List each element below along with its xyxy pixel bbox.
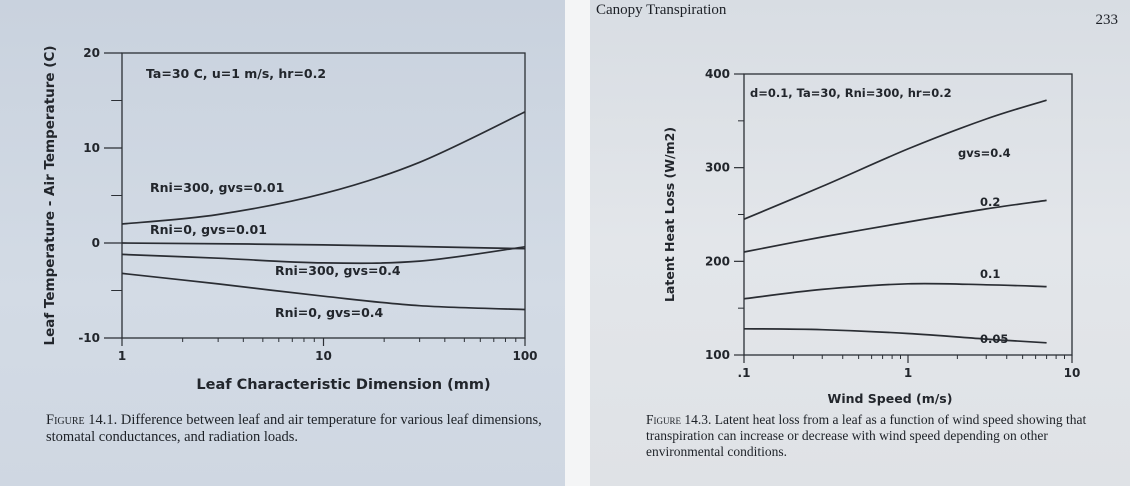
x-tick-label: 10 (315, 349, 332, 363)
series-line (743, 199, 1047, 253)
running-header-title: Canopy Transpiration (596, 2, 727, 18)
y-tick-label: 100 (705, 348, 730, 362)
series-label: gvs=0.4 (958, 146, 1011, 160)
series-label: 0.1 (980, 267, 1000, 281)
caption-lead: Figure (46, 412, 85, 428)
series-line (743, 99, 1047, 220)
x-axis-title: Leaf Characteristic Dimension (mm) (196, 377, 490, 393)
y-tick-label: 0 (92, 236, 100, 250)
series-line (121, 245, 526, 265)
series-label: Rni=0, gvs=0.01 (150, 222, 267, 237)
x-tick-label: 100 (512, 349, 537, 363)
x-tick-label: 10 (1064, 366, 1081, 380)
x-tick-label: 1 (904, 366, 912, 380)
chart-annotation: d=0.1, Ta=30, Rni=300, hr=0.2 (750, 86, 952, 100)
latent-heat-chart: 400 300 200 100 .1 1 10 gvs=0.4 0.2 0.1 0.05 d=0.1,… (662, 67, 1081, 406)
x-tick-label: .1 (738, 366, 751, 380)
series-line (121, 111, 526, 225)
series-line (121, 272, 526, 311)
caption-text: 14.1. Difference between leaf and air te… (46, 412, 542, 445)
plot-frame (743, 73, 1073, 356)
plot-frame (121, 52, 526, 339)
series-line (121, 242, 526, 250)
y-tick-label: 200 (705, 254, 730, 268)
page-gutter (565, 0, 590, 486)
series-line (743, 327, 1047, 344)
right-figure-caption: Figure 14.3. Latent heat loss from a lea… (646, 412, 1116, 460)
series-label: Rni=300, gvs=0.4 (275, 263, 401, 278)
y-tick-label: 300 (705, 161, 730, 175)
y-axis-title: Latent Heat Loss (W/m2) (662, 127, 677, 302)
x-axis-title: Wind Speed (m/s) (828, 391, 953, 406)
series-label: Rni=0, gvs=0.4 (275, 305, 384, 320)
x-tick-label: 1 (118, 349, 126, 363)
y-tick-label: -10 (78, 331, 100, 345)
y-axis-title: Leaf Temperature - Air Temperature (C) (42, 45, 58, 345)
y-tick-label: 10 (83, 141, 100, 155)
series-label: 0.05 (980, 332, 1008, 346)
chart-annotation: Ta=30 C, u=1 m/s, hr=0.2 (146, 66, 326, 81)
y-tick-label: 400 (705, 67, 730, 81)
caption-text: 14.3. Latent heat loss from a leaf as a … (646, 412, 1087, 459)
caption-lead: Figure (646, 412, 682, 427)
left-book-page: 20 10 0 -10 1 10 100 Rni=300, gvs=0.01 Rni=0, gv… (0, 0, 565, 486)
series-label: Rni=300, gvs=0.01 (150, 180, 284, 195)
right-book-page: Canopy Transpiration 233 400 300 200 100.1 1… (590, 0, 1130, 486)
page-number: 233 (1095, 12, 1119, 28)
left-figure-caption: Figure 14.1. Difference between leaf and… (46, 412, 546, 446)
series-label: 0.2 (980, 195, 1000, 209)
series-line (743, 282, 1047, 300)
y-tick-label: 20 (83, 46, 100, 60)
